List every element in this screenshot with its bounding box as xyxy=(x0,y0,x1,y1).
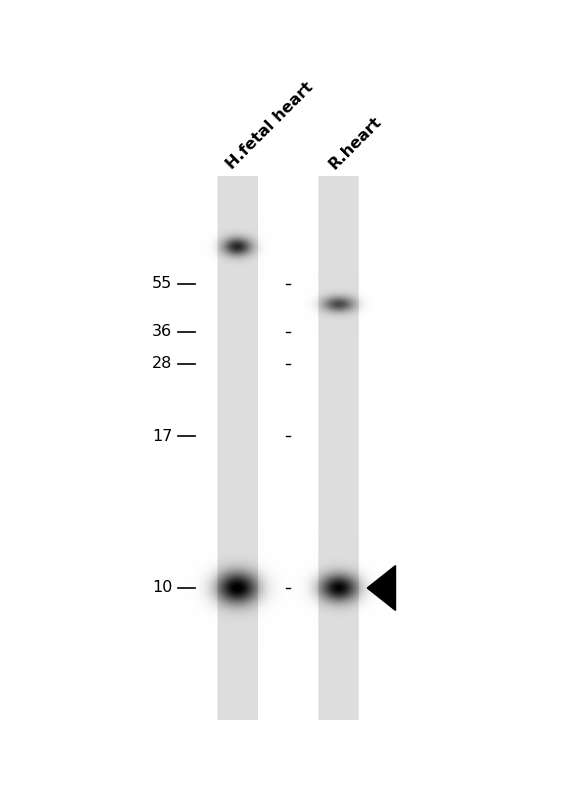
Text: 55: 55 xyxy=(152,277,172,291)
Text: 28: 28 xyxy=(152,357,172,371)
Text: 10: 10 xyxy=(152,581,172,595)
Text: H.fetal heart: H.fetal heart xyxy=(224,79,316,172)
Text: 36: 36 xyxy=(152,325,172,339)
Text: R.heart: R.heart xyxy=(325,114,384,172)
Polygon shape xyxy=(367,566,395,610)
Text: 17: 17 xyxy=(152,429,172,443)
